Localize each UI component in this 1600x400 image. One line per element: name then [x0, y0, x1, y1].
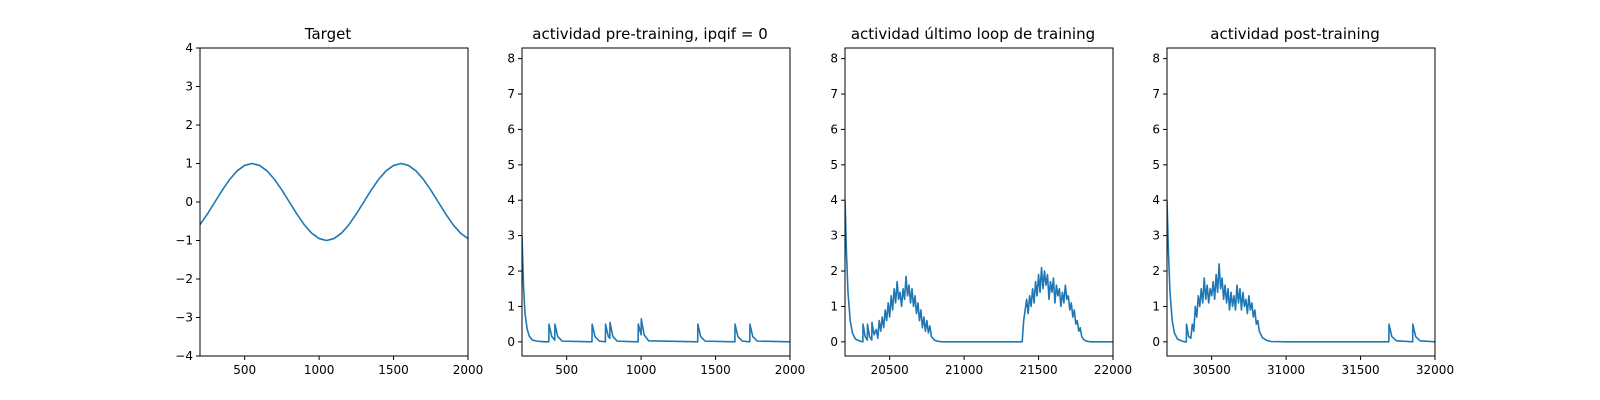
panel-post-training: actividad post-training 30500 31000 31500 3…	[1152, 25, 1454, 377]
series-line	[845, 200, 1113, 343]
y-tick-label: −4	[175, 349, 193, 363]
x-tick-label: 500	[555, 363, 578, 377]
y-tick-label: 8	[830, 52, 838, 66]
x-tick-label: 32000	[1416, 363, 1454, 377]
y-tick-label: −1	[175, 234, 193, 248]
y-tick-label: 3	[185, 80, 193, 94]
y-tick-label: 3	[1152, 229, 1160, 243]
x-tick-label: 31500	[1341, 363, 1379, 377]
series-line	[1167, 200, 1435, 343]
x-tick-label: 20500	[871, 363, 909, 377]
x-tick-label: 21500	[1019, 363, 1057, 377]
panel-title: actividad post-training	[1210, 25, 1379, 43]
y-tick-label: 0	[507, 335, 515, 349]
panel-title: Target	[304, 25, 352, 43]
y-tick-label: −3	[175, 311, 193, 325]
x-tick-label: 1000	[304, 363, 335, 377]
y-tick-label: 5	[1152, 158, 1160, 172]
y-tick-label: 4	[185, 41, 193, 55]
y-tick-label: 1	[185, 157, 193, 171]
panel-last-training-loop: actividad último loop de training 20500 2…	[830, 25, 1132, 377]
y-tick-label: 0	[1152, 335, 1160, 349]
x-tick-label: 500	[233, 363, 256, 377]
x-tick-label: 1500	[378, 363, 409, 377]
y-tick-label: 4	[830, 193, 838, 207]
y-tick-label: 2	[830, 264, 838, 278]
y-tick-label: 3	[830, 229, 838, 243]
series-line	[200, 162, 468, 242]
series-line	[522, 235, 790, 343]
axes-frame	[521, 47, 791, 357]
x-tick-label: 1000	[626, 363, 657, 377]
y-tick-label: 2	[1152, 264, 1160, 278]
y-tick-label: 5	[507, 158, 515, 172]
y-tick-label: 4	[1152, 193, 1160, 207]
x-tick-label: 31000	[1267, 363, 1305, 377]
axes-frame	[1166, 47, 1436, 357]
y-tick-label: 4	[507, 193, 515, 207]
y-tick-label: 6	[1152, 122, 1160, 136]
y-tick-label: 6	[830, 122, 838, 136]
y-tick-label: 5	[830, 158, 838, 172]
x-tick-label: 30500	[1193, 363, 1231, 377]
y-tick-label: 1	[830, 299, 838, 313]
x-tick-label: 1500	[700, 363, 731, 377]
x-tick-label: 22000	[1094, 363, 1132, 377]
axes-frame	[844, 47, 1114, 357]
panel-title: actividad último loop de training	[851, 25, 1095, 43]
x-tick-label: 2000	[775, 363, 806, 377]
y-tick-label: 0	[185, 195, 193, 209]
y-tick-label: 7	[830, 87, 838, 101]
y-tick-label: 2	[185, 118, 193, 132]
x-tick-label: 2000	[453, 363, 484, 377]
y-tick-label: 8	[1152, 52, 1160, 66]
panel-target: Target 500 1000 1500 2000 −4 −3 −2 −1 0 1 2 3 4	[175, 25, 483, 377]
y-tick-label: 6	[507, 122, 515, 136]
y-tick-label: 2	[507, 264, 515, 278]
panel-title: actividad pre-training, ipqif = 0	[532, 25, 768, 43]
y-tick-label: 3	[507, 229, 515, 243]
panel-pre-training: actividad pre-training, ipqif = 0 500 100…	[507, 25, 805, 377]
y-tick-label: 0	[830, 335, 838, 349]
y-tick-label: 7	[1152, 87, 1160, 101]
plot-area: 20500 21000 21500 22000 0 1 2 3 4 5 6 7 8	[830, 47, 1132, 377]
y-tick-label: 8	[507, 52, 515, 66]
plot-area: 30500 31000 31500 32000 0 1 2 3 4 5 6 7 8	[1152, 47, 1454, 377]
plot-area: 500 1000 1500 2000 0 1 2 3 4 5 6 7 8	[507, 47, 806, 377]
y-tick-label: 1	[1152, 299, 1160, 313]
y-tick-label: 7	[507, 87, 515, 101]
y-tick-label: −2	[175, 272, 193, 286]
y-tick-label: 1	[507, 299, 515, 313]
x-tick-label: 21000	[945, 363, 983, 377]
plot-area: 500 1000 1500 2000 −4 −3 −2 −1 0 1 2 3 4	[175, 41, 483, 377]
